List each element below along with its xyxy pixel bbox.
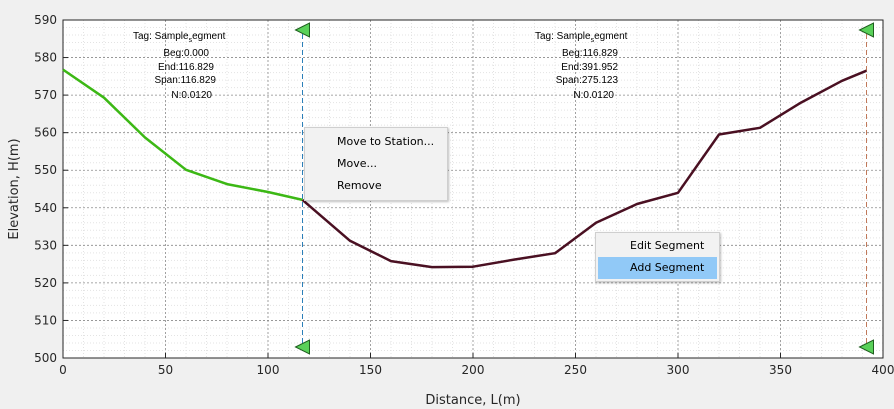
station-marker[interactable]	[858, 22, 875, 38]
x-axis-label: Distance, L(m)	[425, 393, 520, 408]
menu-item-move[interactable]: Move...	[337, 157, 377, 170]
segment-beg: Beg:116.829	[562, 48, 618, 59]
segment-n: N:0.0120	[171, 90, 212, 101]
x-tick-label: 350	[769, 363, 792, 377]
y-tick-label: 510	[34, 313, 57, 327]
segment-end: End:116.829	[158, 62, 214, 73]
segment-n: N:0.0120	[573, 90, 614, 101]
profile-series-line	[301, 69, 867, 269]
axis-ticks	[62, 19, 884, 359]
y-tick-label: 570	[34, 88, 57, 102]
segment-tag: Tag: Samplesegment	[133, 31, 226, 44]
x-tick-label: 100	[257, 363, 280, 377]
menu-item-add-segment[interactable]: Add Segment	[598, 257, 717, 279]
y-tick-label: 580	[34, 51, 57, 65]
segment-info-2: Tag: Samplesegment Beg:116.829 End:391.9…	[535, 31, 628, 101]
y-tick-label: 550	[34, 163, 57, 177]
segment-span: Span:275.123	[556, 75, 619, 86]
y-tick-label: 590	[34, 13, 57, 27]
series-layer	[62, 68, 867, 269]
menu-item-remove[interactable]: Remove	[337, 179, 382, 192]
station-lines	[301, 26, 868, 352]
segment-span: Span:116.829	[154, 75, 216, 86]
y-axis-label: Elevation, H(m)	[7, 138, 22, 239]
x-tick-label: 300	[667, 363, 690, 377]
y-tick-label: 560	[34, 126, 57, 140]
station-marker[interactable]	[294, 339, 310, 355]
x-tick-label: 250	[564, 363, 587, 377]
profile-series-line	[62, 68, 303, 202]
segment-tag: Tag: Samplesegment	[535, 31, 628, 44]
x-tick-label: 50	[158, 363, 173, 377]
segment-info-1: Tag: Samplesegment Beg:0.000 End:116.829…	[133, 31, 226, 101]
segment-end: End:391.952	[561, 62, 618, 73]
segment-beg: Beg:0.000	[163, 48, 209, 59]
x-tick-label: 200	[462, 363, 485, 377]
y-tick-label: 540	[34, 201, 57, 215]
station-marker[interactable]	[858, 339, 875, 355]
y-tick-label: 530	[34, 238, 57, 252]
x-tick-label: 150	[359, 363, 382, 377]
y-tick-label: 520	[34, 276, 57, 290]
menu-item-move-to-station[interactable]: Move to Station...	[337, 135, 435, 148]
y-tick-label: 500	[34, 351, 57, 365]
x-tick-labels: 0 50 100 150 200 250 300 350 400	[59, 363, 894, 377]
menu-item-edit-segment[interactable]: Edit Segment	[630, 239, 705, 252]
x-tick-label: 400	[872, 363, 894, 377]
station-markers[interactable]	[294, 22, 875, 355]
x-tick-label: 0	[59, 363, 67, 377]
station-context-menu: Move to Station... Move... Remove	[304, 127, 448, 201]
segment-context-menu: Edit Segment Add Segment	[595, 232, 720, 282]
station-marker[interactable]	[294, 22, 310, 38]
y-tick-labels: 500 510 520 530 540 550 560 570 580 590	[34, 13, 57, 365]
